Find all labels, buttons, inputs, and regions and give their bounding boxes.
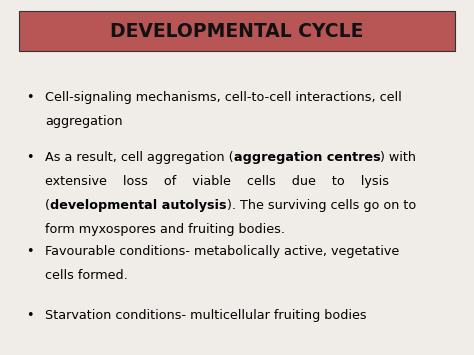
Text: developmental autolysis: developmental autolysis [50, 199, 227, 212]
Text: extensive    loss    of    viable    cells    due    to    lysis: extensive loss of viable cells due to ly… [45, 175, 389, 188]
Text: •: • [26, 91, 34, 104]
Text: (: ( [45, 199, 50, 212]
Text: DEVELOPMENTAL CYCLE: DEVELOPMENTAL CYCLE [110, 22, 364, 40]
Text: •: • [26, 151, 34, 164]
Text: aggregation centres: aggregation centres [234, 151, 380, 164]
FancyBboxPatch shape [19, 11, 455, 51]
Text: cells formed.: cells formed. [45, 269, 128, 282]
Text: As a result, cell aggregation (: As a result, cell aggregation ( [45, 151, 234, 164]
Text: form myxospores and fruiting bodies.: form myxospores and fruiting bodies. [45, 223, 285, 236]
Text: •: • [26, 245, 34, 258]
Text: ). The surviving cells go on to: ). The surviving cells go on to [227, 199, 416, 212]
Text: Favourable conditions- metabolically active, vegetative: Favourable conditions- metabolically act… [45, 245, 399, 258]
Text: •: • [26, 309, 34, 322]
Text: Cell-signaling mechanisms, cell-to-cell interactions, cell: Cell-signaling mechanisms, cell-to-cell … [45, 91, 402, 104]
Text: Starvation conditions- multicellular fruiting bodies: Starvation conditions- multicellular fru… [45, 309, 367, 322]
Text: ) with: ) with [380, 151, 416, 164]
Text: aggregation: aggregation [45, 115, 123, 128]
